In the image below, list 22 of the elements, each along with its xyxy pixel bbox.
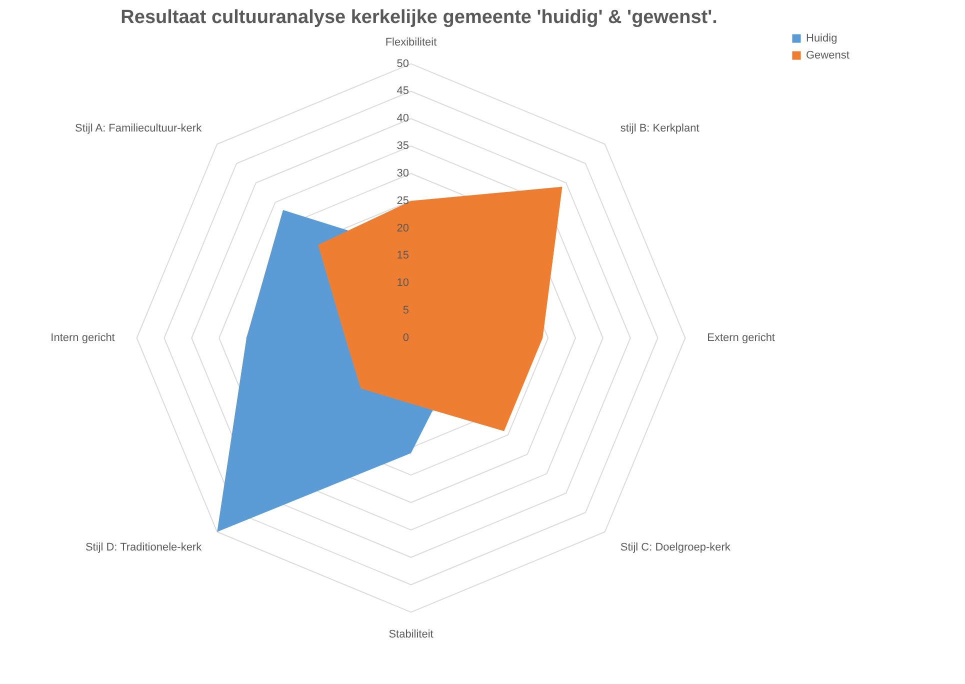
y-tick-label: 5: [402, 304, 409, 317]
chart-title: Resultaat cultuuranalyse kerkelijke gemeente 'huidig' & 'gewenst'.: [120, 7, 718, 28]
y-tick-label: 45: [396, 85, 409, 98]
spoke-label: Intern gericht: [50, 332, 115, 344]
spoke-label: stijl B: Kerkplant: [620, 122, 700, 135]
spoke-label: Stijl A: Familiecultuur-kerk: [75, 122, 202, 135]
y-tick-label: 0: [402, 332, 409, 344]
y-tick-label: 10: [396, 277, 409, 290]
y-tick-label: 20: [396, 222, 409, 234]
y-tick-label: 35: [396, 140, 409, 152]
spoke-label: Stijl C: Doelgroep-kerk: [620, 541, 731, 554]
y-tick-label: 15: [396, 250, 409, 262]
legend-label: Gewenst: [806, 50, 850, 62]
y-tick-label: 40: [396, 112, 409, 125]
spoke-label: Stabiliteit: [388, 628, 434, 641]
spoke-label: Stijl D: Traditionele-kerk: [85, 541, 202, 554]
spoke-label: Extern gericht: [707, 332, 776, 344]
y-tick-label: 25: [396, 194, 409, 207]
y-tick-label: 30: [396, 167, 409, 180]
legend-label: Huidig: [806, 32, 838, 44]
y-tick-label: 50: [396, 58, 409, 70]
spoke-label: Flexibiliteit: [385, 36, 437, 48]
